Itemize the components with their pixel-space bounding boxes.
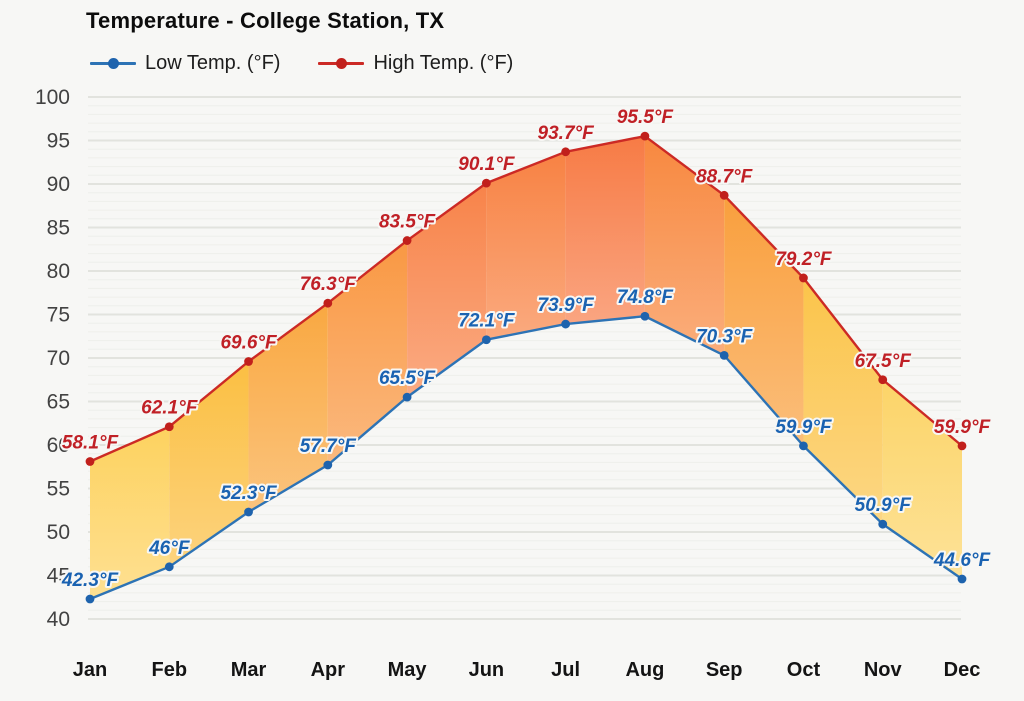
value-label-low-feb: 46°F bbox=[148, 538, 191, 559]
area-band bbox=[248, 303, 328, 512]
y-tick-label: 80 bbox=[47, 260, 70, 283]
value-label-high-jan: 58.1°F bbox=[62, 433, 120, 454]
y-tick-label: 60 bbox=[47, 434, 70, 457]
x-tick-label-sep: Sep bbox=[706, 659, 743, 681]
value-label-low-may: 65.5°F bbox=[379, 368, 437, 389]
point-low-jul[interactable] bbox=[561, 319, 571, 329]
legend: Low Temp. (°F) High Temp. (°F) bbox=[90, 52, 513, 75]
point-high-nov[interactable] bbox=[878, 375, 888, 385]
low-temp-line bbox=[89, 315, 963, 601]
area-band bbox=[327, 240, 408, 466]
value-label-high-sep: 88.7°F bbox=[696, 166, 754, 187]
y-tick-label: 70 bbox=[47, 347, 70, 370]
value-label-low-mar: 52.3°F bbox=[220, 483, 278, 504]
point-high-jun[interactable] bbox=[481, 178, 491, 188]
legend-label-high-temp: High Temp. (°F) bbox=[373, 52, 514, 74]
value-label-high-dec: 59.9°F bbox=[934, 417, 992, 438]
y-tick-label: 40 bbox=[47, 608, 70, 631]
point-low-nov[interactable] bbox=[878, 519, 888, 529]
y-tick-label: 95 bbox=[47, 130, 70, 153]
value-label-low-jun: 72.1°F bbox=[458, 311, 516, 332]
point-low-feb[interactable] bbox=[164, 562, 174, 572]
point-high-oct[interactable] bbox=[799, 273, 808, 283]
point-low-oct[interactable] bbox=[799, 441, 808, 451]
area-band bbox=[565, 136, 645, 325]
point-low-aug[interactable] bbox=[640, 311, 650, 321]
y-tick-label: 100 bbox=[35, 86, 70, 109]
value-label-low-nov: 50.9°F bbox=[855, 495, 913, 516]
y-tick-label: 45 bbox=[47, 565, 70, 588]
value-label-low-dec: 44.6°F bbox=[933, 550, 992, 571]
x-tick-label-aug: Aug bbox=[625, 659, 664, 681]
x-tick-label-nov: Nov bbox=[864, 659, 903, 681]
value-label-high-aug: 95.5°F bbox=[617, 107, 675, 128]
area-band bbox=[803, 277, 883, 525]
point-high-aug[interactable] bbox=[640, 131, 650, 141]
value-label-high-feb: 62.1°F bbox=[141, 398, 199, 419]
area-band bbox=[169, 361, 249, 567]
point-low-jun[interactable] bbox=[481, 335, 491, 345]
x-tick-label-feb: Feb bbox=[151, 659, 187, 681]
area-band bbox=[724, 195, 804, 446]
value-label-high-mar: 69.6°F bbox=[220, 332, 278, 353]
value-label-high-jul: 93.7°F bbox=[538, 123, 596, 144]
value-label-high-may: 83.5°F bbox=[379, 212, 437, 233]
x-tick-label-oct: Oct bbox=[787, 659, 821, 681]
x-tick-label-dec: Dec bbox=[944, 659, 981, 681]
legend-line-dot-icon bbox=[90, 58, 136, 69]
x-tick-label-jun: Jun bbox=[469, 659, 505, 681]
y-tick-label: 90 bbox=[47, 173, 70, 196]
y-tick-label: 75 bbox=[47, 304, 70, 327]
x-tick-label-jul: Jul bbox=[551, 659, 580, 681]
point-low-apr[interactable] bbox=[323, 460, 333, 470]
value-label-high-jun: 90.1°F bbox=[458, 154, 516, 175]
value-label-high-oct: 79.2°F bbox=[775, 249, 833, 270]
x-tick-label-mar: Mar bbox=[231, 659, 267, 681]
point-high-jul[interactable] bbox=[561, 147, 571, 157]
value-label-low-sep: 70.3°F bbox=[696, 326, 754, 347]
point-high-feb[interactable] bbox=[164, 422, 174, 432]
value-label-low-jul: 73.9°F bbox=[538, 295, 596, 316]
y-tick-label: 50 bbox=[47, 521, 70, 544]
area-band bbox=[486, 151, 566, 340]
area-band bbox=[407, 183, 487, 398]
y-tick-label: 85 bbox=[47, 217, 70, 240]
point-high-dec[interactable] bbox=[957, 441, 967, 451]
value-label-low-jan: 42.3°F bbox=[61, 570, 120, 591]
value-label-low-oct: 59.9°F bbox=[775, 417, 833, 438]
point-low-may[interactable] bbox=[402, 392, 412, 402]
x-tick-label-jan: Jan bbox=[73, 659, 107, 681]
point-high-mar[interactable] bbox=[244, 357, 253, 366]
point-low-mar[interactable] bbox=[244, 507, 253, 517]
x-tick-label-may: May bbox=[388, 659, 428, 681]
point-high-may[interactable] bbox=[402, 236, 412, 245]
area-band bbox=[90, 426, 170, 599]
high-temp-line bbox=[89, 134, 963, 463]
point-low-jan[interactable] bbox=[85, 594, 95, 604]
value-label-low-apr: 57.7°F bbox=[300, 436, 358, 457]
x-tick-label-apr: Apr bbox=[311, 659, 346, 681]
legend-item-high-temp[interactable]: High Temp. (°F) bbox=[318, 52, 513, 75]
y-tick-label: 65 bbox=[47, 391, 70, 414]
legend-item-low-temp[interactable]: Low Temp. (°F) bbox=[90, 52, 280, 75]
legend-label-low-temp: Low Temp. (°F) bbox=[145, 52, 281, 74]
point-high-apr[interactable] bbox=[323, 298, 333, 308]
area-band bbox=[644, 136, 725, 356]
point-high-jan[interactable] bbox=[85, 457, 95, 466]
y-tick-label: 55 bbox=[47, 478, 70, 501]
value-label-low-aug: 74.8°F bbox=[617, 287, 675, 308]
point-low-sep[interactable] bbox=[719, 350, 729, 360]
chart-title: Temperature - College Station, TX bbox=[86, 8, 445, 33]
value-label-high-nov: 67.5°F bbox=[855, 351, 913, 372]
legend-line-dot-icon bbox=[318, 58, 365, 69]
point-high-sep[interactable] bbox=[719, 190, 729, 200]
value-label-high-apr: 76.3°F bbox=[300, 274, 358, 295]
point-low-dec[interactable] bbox=[957, 574, 967, 584]
